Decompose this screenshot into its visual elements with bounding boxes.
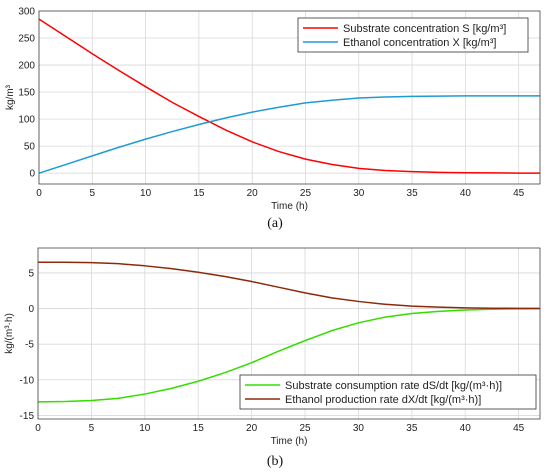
y-axis-label: kg/(m³·h) [4, 313, 15, 354]
x-tick-label: 40 [460, 423, 472, 434]
legend: Substrate concentration S [kg/m³] Ethanol… [297, 17, 529, 53]
panel-label-b-text: (b) [266, 454, 284, 469]
legend-box [239, 374, 537, 410]
x-tick-label: 15 [193, 423, 205, 434]
y-tick-label: 0 [28, 304, 34, 315]
x-tick-label: 5 [89, 423, 95, 434]
y-tick-label: 200 [18, 61, 35, 72]
x-tick-label: 0 [35, 423, 41, 434]
legend-label: Ethanol concentration X [kg/m³] [343, 37, 496, 49]
y-tick-label: -15 [20, 411, 35, 422]
legend: Substrate consumption rate dS/dt [kg/(m³… [239, 374, 537, 410]
x-tick-label: 20 [246, 423, 258, 434]
x-tick-label: 20 [247, 188, 259, 199]
x-tick-label: 45 [513, 423, 525, 434]
axes-frame [37, 247, 541, 420]
series-line-1 [37, 308, 541, 403]
series-line-1 [38, 18, 541, 174]
x-tick-label: 35 [406, 423, 418, 434]
x-tick-label: 30 [353, 188, 365, 199]
y-tick-label: 100 [18, 115, 35, 126]
x-tick-label: 35 [407, 188, 419, 199]
y-tick-label: -10 [20, 375, 35, 386]
series-line-2 [38, 261, 541, 310]
x-tick-label: 0 [36, 188, 42, 199]
y-tick-label: 5 [28, 268, 34, 279]
y-tick-label: 150 [18, 88, 35, 99]
x-axis-label: Time (h) [271, 436, 308, 447]
x-tick-label: 10 [139, 423, 151, 434]
y-tick-label: 0 [29, 169, 35, 180]
legend-label: Ethanol production rate dX/dt [kg/(m³·h)… [285, 394, 481, 406]
x-tick-label: 5 [90, 188, 96, 199]
y-tick-label: 50 [24, 142, 36, 153]
panel-label-b: (b) [0, 454, 550, 470]
x-tick-label: 30 [353, 423, 365, 434]
x-axis-label: Time (h) [271, 201, 308, 212]
x-tick-label: 10 [140, 188, 152, 199]
chart-a: 0 5 10 15 20 25 30 35 40 45 0 50 100 150 200 250 300 Time… [5, 7, 541, 212]
y-axis-label: kg/m³ [5, 84, 16, 110]
x-tick-label: 25 [299, 423, 311, 434]
legend-box [297, 17, 529, 53]
x-tick-label: 25 [300, 188, 312, 199]
y-tick-label: 300 [18, 7, 35, 18]
x-tick-label: 40 [460, 188, 472, 199]
y-tick-label: -5 [25, 340, 34, 351]
y-tick-label: 250 [18, 34, 35, 45]
legend-label: Substrate consumption rate dS/dt [kg/(m³… [285, 380, 502, 392]
x-tick-label: 15 [193, 188, 205, 199]
chart-b: 0 5 10 15 20 25 30 35 40 45 -15 -10 -5 0 5 Time (h) kg/(… [4, 247, 541, 447]
x-tick-label: 45 [513, 188, 525, 199]
series-line-2 [38, 95, 540, 174]
axes-frame [38, 10, 541, 185]
legend-label: Substrate concentration S [kg/m³] [343, 23, 506, 35]
panel-label-a: (a) [0, 216, 550, 232]
panel-label-a-text: (a) [267, 216, 283, 231]
